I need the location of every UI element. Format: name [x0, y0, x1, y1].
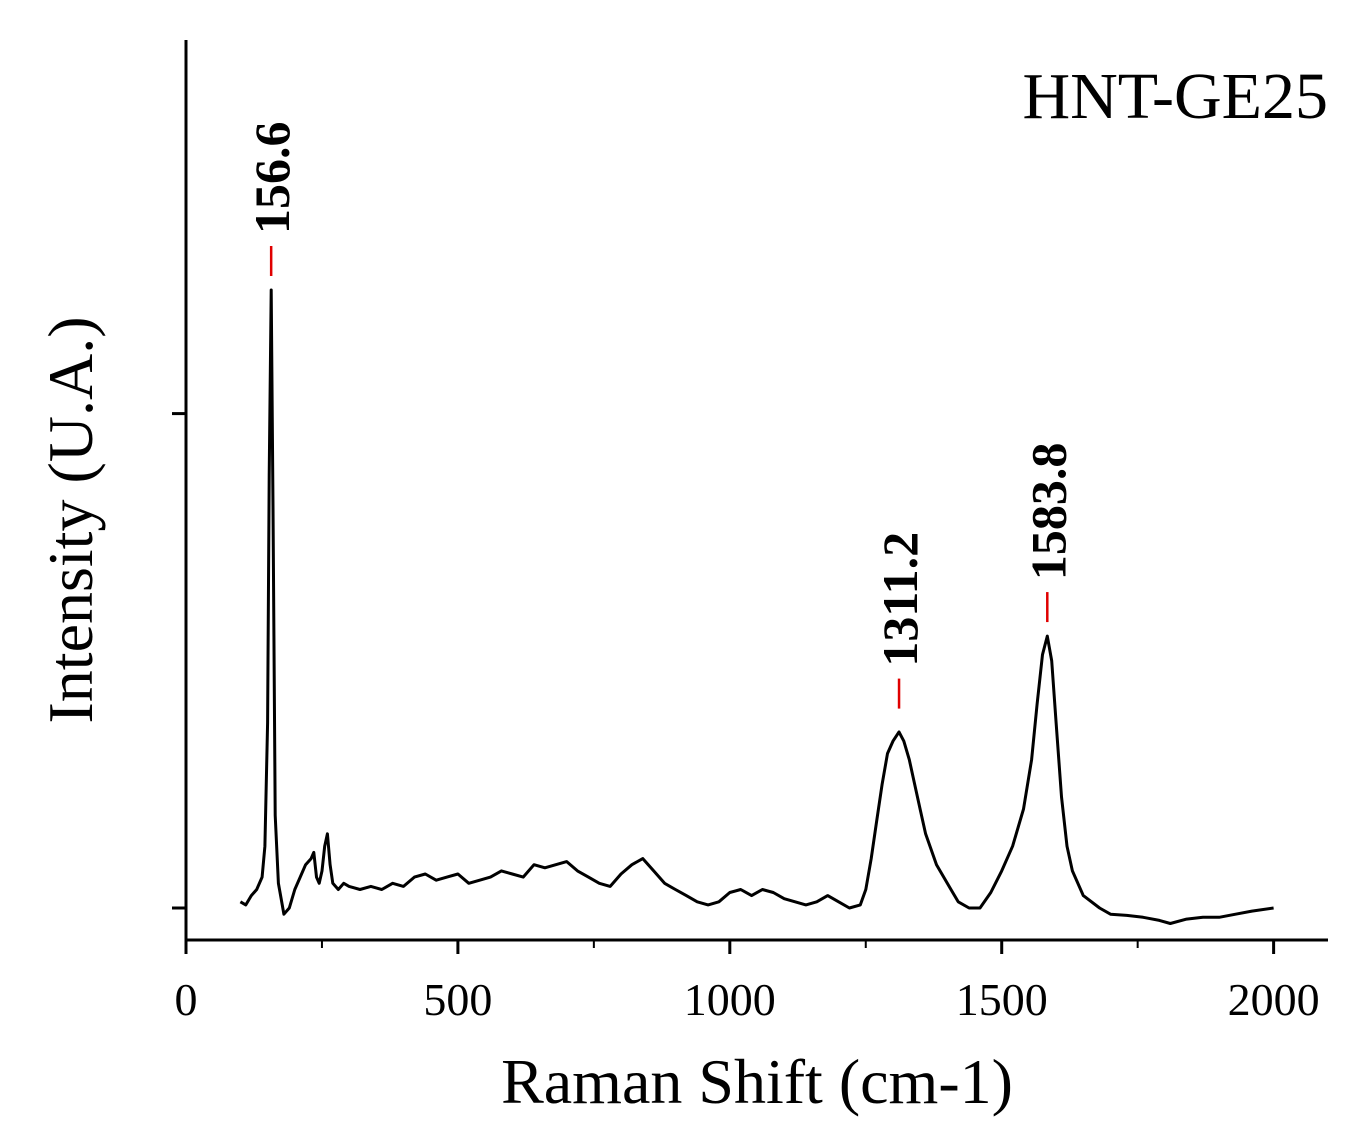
peak-annotations: 156.6 1311.2 1583.8 — [244, 122, 1076, 709]
x-axis-title: Raman Shift (cm-1) — [501, 1046, 1013, 1117]
x-tick-label: 500 — [423, 974, 492, 1025]
y-axis-ticks — [172, 412, 186, 910]
peak-label: 1311.2 — [872, 532, 928, 667]
x-axis-ticks: 0 500 1000 1500 2000 — [175, 940, 1320, 1025]
axes — [184, 40, 1328, 942]
x-tick-label: 1500 — [956, 974, 1048, 1025]
peak-label: 1583.8 — [1020, 443, 1076, 581]
x-tick-label: 1000 — [684, 974, 776, 1025]
panel-label: HNT-GE25 — [1022, 60, 1328, 133]
x-tick-label: 0 — [175, 974, 198, 1025]
series-line — [239, 288, 1274, 925]
peak-label: 156.6 — [244, 122, 300, 235]
x-tick-label: 2000 — [1228, 974, 1320, 1025]
y-axis-title: Intensity (U.A.) — [35, 316, 106, 723]
